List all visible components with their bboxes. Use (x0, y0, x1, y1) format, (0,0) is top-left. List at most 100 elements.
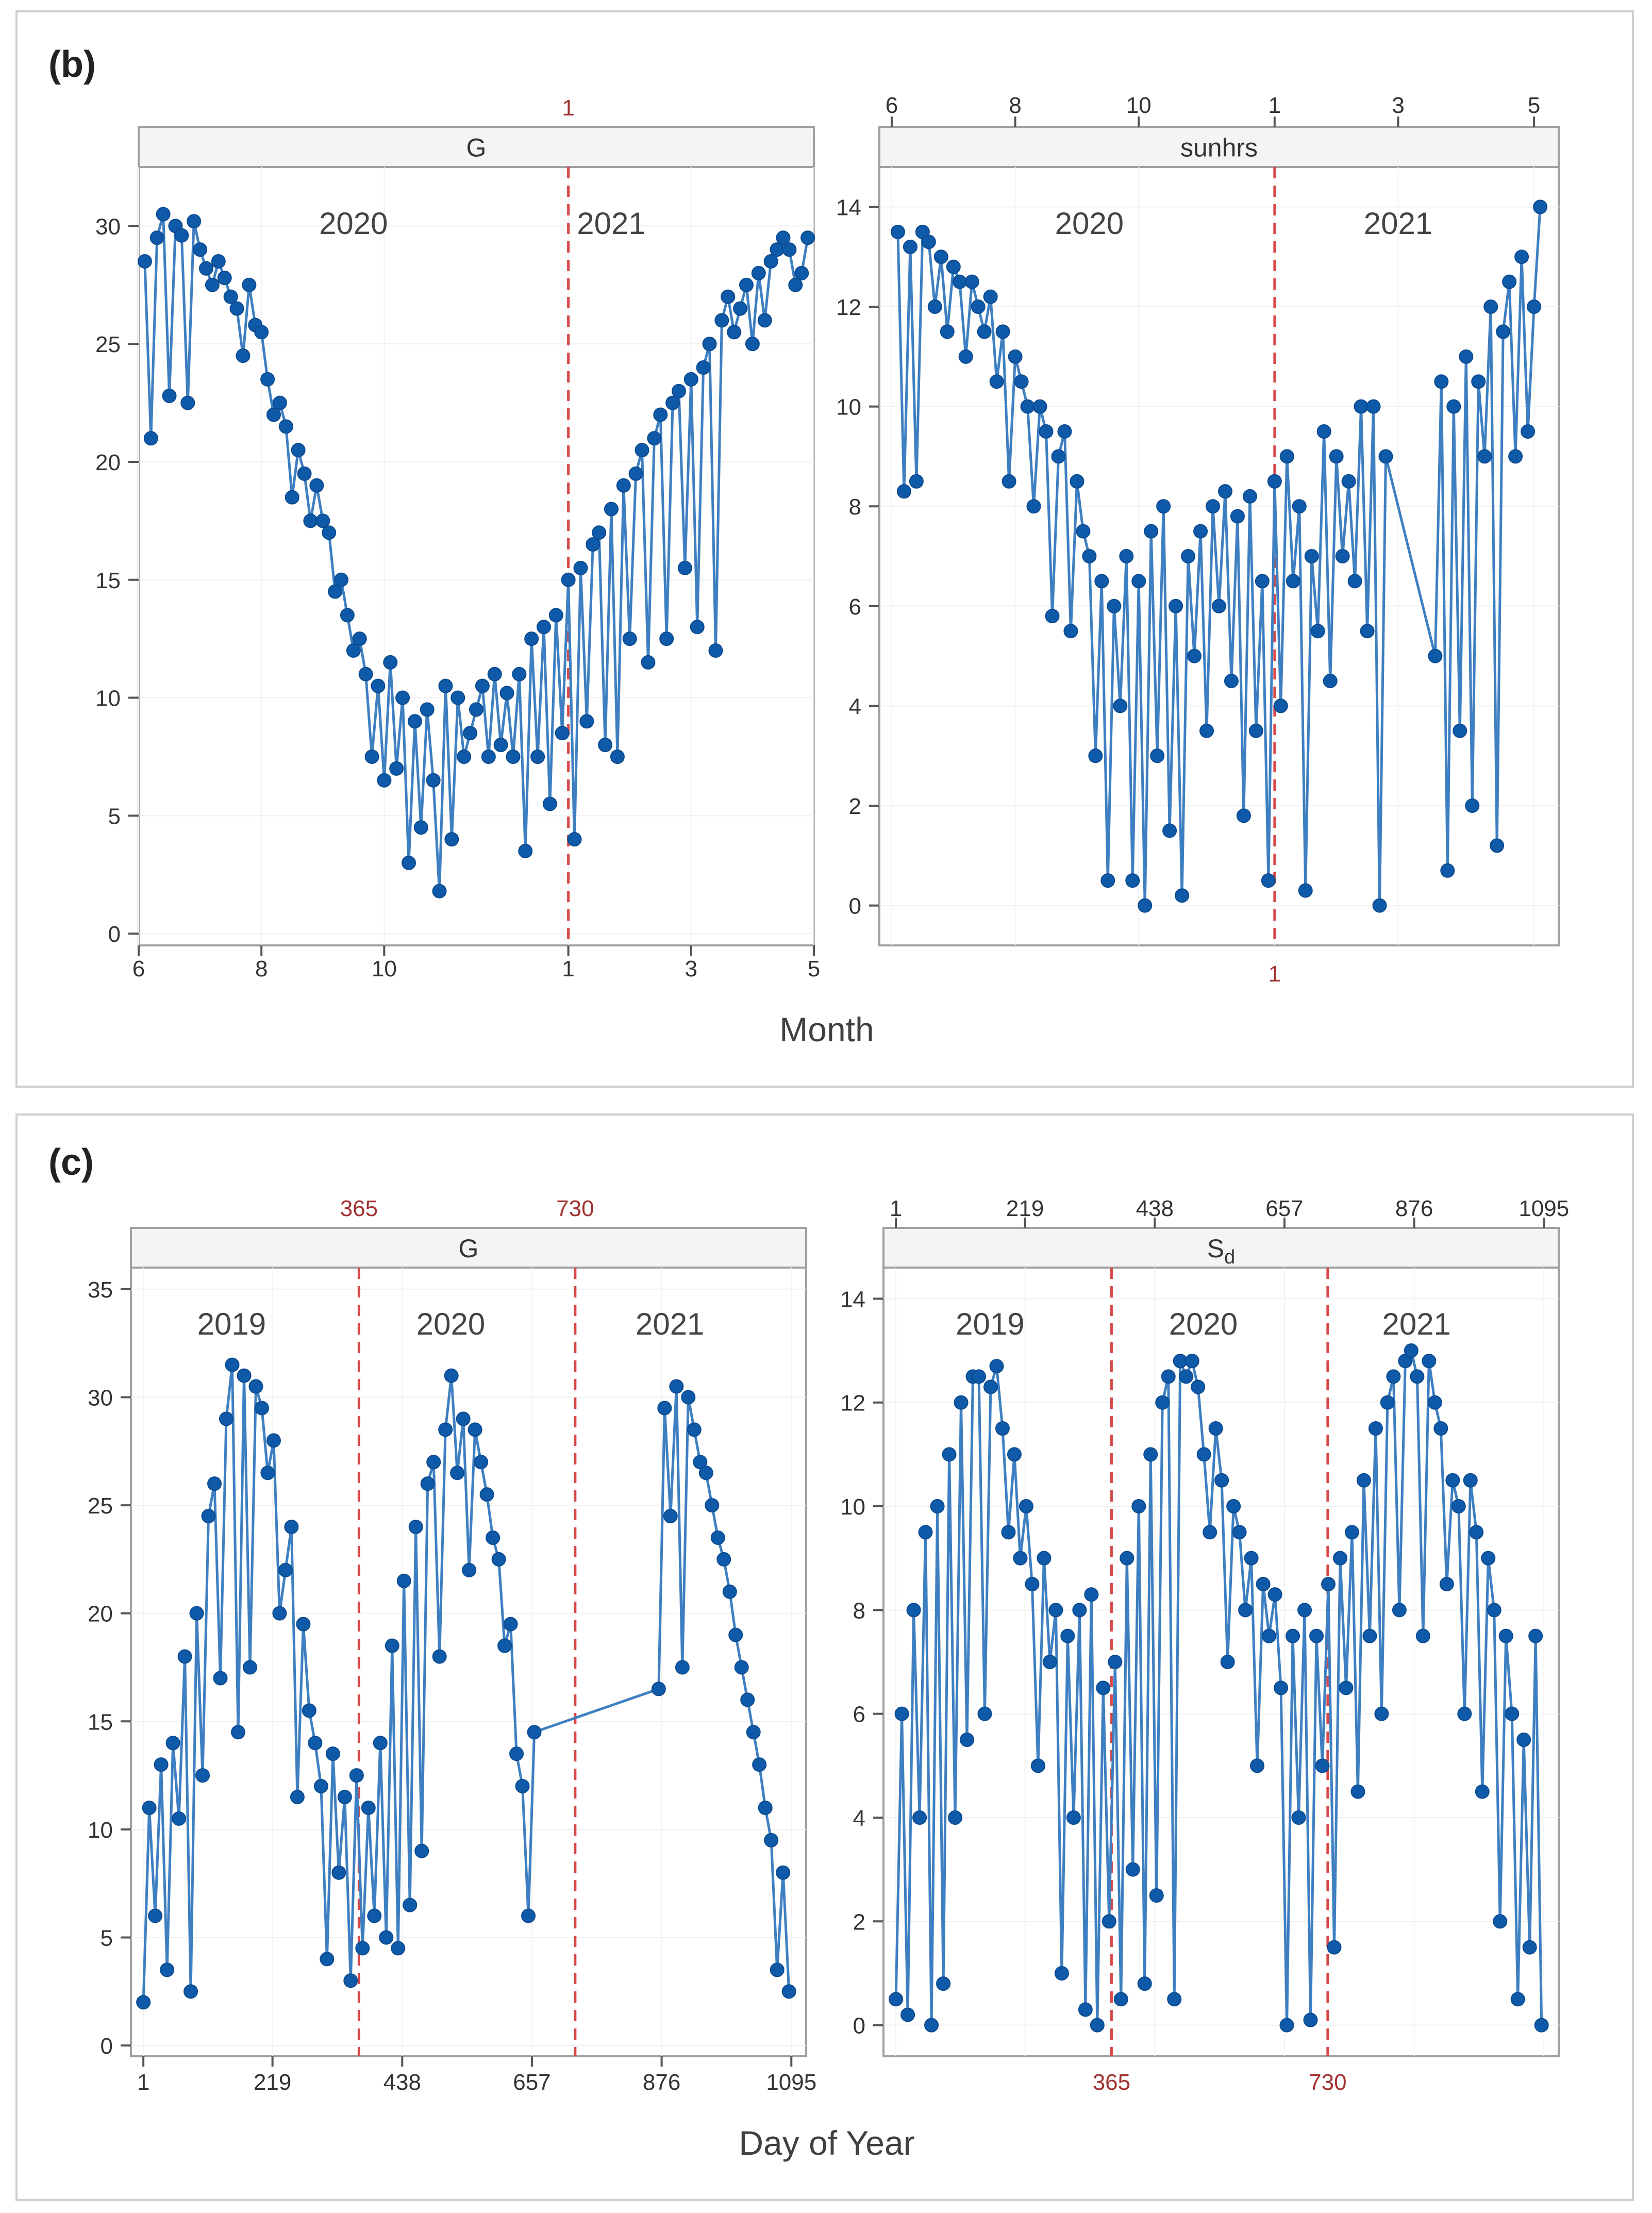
panel-c-xtitle: Day of Year (739, 2124, 915, 2162)
data-point (254, 1401, 269, 1416)
data-point (137, 254, 152, 269)
data-point (758, 1800, 773, 1815)
data-point (1187, 648, 1202, 663)
data-point (1514, 249, 1529, 264)
data-point (1310, 624, 1325, 639)
data-point (420, 702, 435, 717)
data-point (302, 1703, 316, 1718)
strip-header (882, 1227, 1560, 1269)
data-point (1150, 748, 1165, 763)
data-point (740, 1692, 755, 1707)
data-point (1026, 499, 1041, 514)
data-point (230, 1725, 245, 1740)
data-point (402, 855, 416, 870)
data-point (242, 1660, 257, 1675)
data-point (1498, 1628, 1513, 1643)
data-point (379, 1930, 394, 1945)
data-point (1374, 1706, 1389, 1721)
x-tick-label: 8 (255, 956, 268, 981)
data-point (432, 884, 447, 898)
year-label: 2020 (319, 206, 388, 241)
data-point (491, 1552, 506, 1567)
data-point (391, 1941, 406, 1956)
data-point (355, 1941, 370, 1956)
data-point (468, 1422, 482, 1437)
x-tick-label: 876 (643, 2070, 680, 2095)
data-point (201, 1509, 216, 1524)
data-point (438, 1422, 453, 1437)
data-point (225, 1357, 240, 1372)
data-point (1184, 1354, 1199, 1369)
data-point (1224, 673, 1239, 688)
reference-line-label: 730 (556, 1196, 594, 1221)
data-point (509, 1746, 524, 1761)
y-tick-label: 6 (853, 1702, 865, 1727)
data-point (291, 443, 306, 458)
data-point (1191, 1379, 1206, 1394)
y-tick-label: 0 (101, 2034, 113, 2059)
data-point (1007, 1447, 1022, 1462)
data-point (776, 230, 791, 245)
data-point (960, 1732, 975, 1747)
panel-c: (c) G 0 5 10 15 20 25 30 35 1 219 438 657 876 1095 365 7… (15, 1113, 1634, 2201)
data-point (948, 1810, 963, 1825)
data-point (297, 466, 312, 481)
x-tick-label: 1 (890, 1196, 902, 1221)
data-point (1522, 1940, 1537, 1955)
x-tick-label: 438 (1136, 1196, 1174, 1221)
y-tick-label: 20 (95, 450, 121, 475)
year-label: 2021 (1382, 1307, 1450, 1341)
data-point (229, 301, 244, 316)
data-point (1220, 1655, 1235, 1669)
data-point (665, 395, 680, 410)
series-line (896, 207, 1542, 907)
data-point (1267, 474, 1282, 489)
data-point (1483, 299, 1498, 314)
data-point (616, 478, 631, 493)
data-point (1433, 1421, 1448, 1436)
y-tick-label: 25 (88, 1493, 113, 1519)
data-point (653, 407, 668, 422)
data-point (770, 1962, 785, 1977)
data-point (710, 1530, 725, 1545)
data-point (512, 667, 527, 681)
x-tick-label: 5 (1528, 93, 1540, 118)
reference-line-label: 365 (340, 1196, 378, 1221)
data-point (770, 242, 785, 257)
data-point (542, 796, 557, 811)
data-point (325, 1746, 340, 1761)
data-point (364, 749, 379, 764)
data-point (1199, 723, 1214, 738)
data-point (1002, 474, 1016, 489)
data-point (1378, 449, 1393, 464)
year-label: 2020 (1169, 1307, 1238, 1341)
data-point (1214, 1473, 1229, 1488)
y-tick-label: 0 (849, 894, 861, 919)
data-point (1120, 1551, 1134, 1566)
data-point (918, 1525, 933, 1540)
data-point (1428, 648, 1443, 663)
data-point (752, 1757, 767, 1772)
data-point (889, 1992, 904, 2007)
data-point (1078, 2002, 1093, 2017)
data-point (1372, 898, 1387, 913)
y-tick-label: 0 (853, 2014, 865, 2039)
data-point (420, 1476, 435, 1491)
data-point (1094, 574, 1109, 589)
data-point (690, 620, 705, 635)
y-tick-label: 15 (88, 1709, 113, 1735)
data-point (1527, 299, 1542, 314)
y-tick-label: 30 (88, 1386, 113, 1411)
data-point (995, 324, 1010, 339)
data-point (1292, 499, 1307, 514)
data-point (1386, 1369, 1401, 1384)
data-point (515, 1779, 530, 1794)
data-point (260, 1466, 275, 1480)
data-point (1060, 1628, 1075, 1643)
data-point (721, 289, 736, 304)
data-point (675, 1660, 690, 1675)
data-point (1042, 1655, 1057, 1669)
data-point (1125, 873, 1140, 888)
data-point (278, 1562, 293, 1577)
x-tick-label: 219 (1006, 1196, 1044, 1221)
